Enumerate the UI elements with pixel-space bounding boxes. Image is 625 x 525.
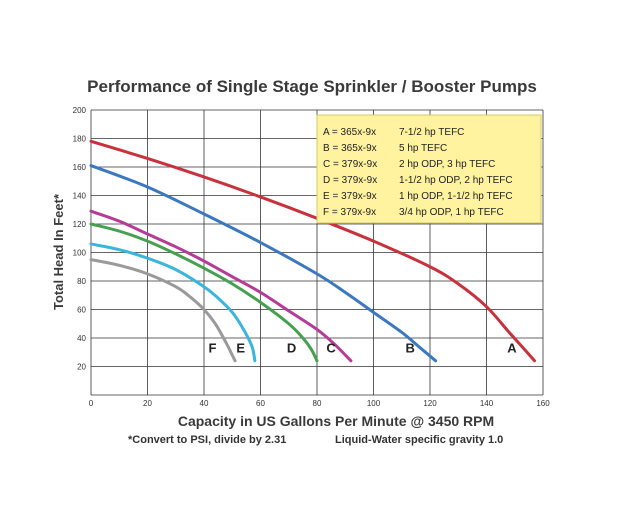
curve-label-b: B (406, 340, 415, 355)
legend-box (316, 114, 542, 224)
x-tick-label: 100 (367, 399, 381, 408)
y-tick-label: 180 (73, 135, 87, 144)
curve-e (89, 242, 257, 363)
x-tick-label: 120 (423, 399, 437, 408)
chart-legend: A = 365x-9x 7-1/2 hp TEFC B = 365x-9x 5 hp … (316, 114, 542, 224)
x-tick-label: 140 (480, 399, 494, 408)
y-tick-label: 140 (73, 192, 87, 201)
x-tick-label: 40 (200, 399, 209, 408)
curve-a (89, 139, 537, 363)
specific-gravity-note: Liquid-Water specific gravity 1.0 (335, 434, 503, 446)
y-tick-label: 80 (77, 277, 86, 286)
x-axis-ticks: 0 20 40 60 80 100 120 140 160 (89, 399, 550, 408)
legend-rating-a: 7-1/2 hp TEFC (399, 127, 464, 138)
curve-b (89, 164, 438, 363)
curve-label-c: C (326, 340, 336, 355)
x-axis-label: Capacity in US Gallons Per Minute @ 3450… (178, 413, 494, 429)
y-tick-label: 40 (77, 334, 86, 343)
legend-rating-b: 5 hp TEFC (399, 143, 447, 154)
legend-model-d: D = 379x-9x (323, 175, 377, 186)
legend-model-b: B = 365x-9x (323, 143, 377, 154)
curve-d (89, 222, 319, 363)
psi-conversion-note: *Convert to PSI, divide by 2.31 (128, 434, 286, 446)
pump-curves (89, 139, 537, 363)
legend-rating-c: 2 hp ODP, 3 hp TEFC (399, 159, 495, 170)
x-tick-label: 80 (313, 399, 322, 408)
curve-labels: A B C D E F (208, 340, 517, 355)
y-axis-label: Total Head In Feet* (51, 193, 66, 310)
curve-label-e: E (236, 340, 245, 355)
curve-label-a: A (507, 340, 517, 355)
y-tick-label: 200 (73, 106, 87, 115)
y-tick-label: 60 (77, 306, 86, 315)
legend-rating-d: 1-1/2 hp ODP, 2 hp TEFC (399, 175, 513, 186)
legend-model-c: C = 379x-9x (323, 159, 377, 170)
curve-label-f: F (208, 340, 216, 355)
legend-rating-e: 1 hp ODP, 1-1/2 hp TEFC (399, 191, 513, 202)
x-tick-label: 20 (143, 399, 152, 408)
y-tick-label: 100 (73, 249, 87, 258)
legend-model-a: A = 365x-9x (323, 127, 376, 138)
y-axis-ticks: 20 40 60 80 100 120 140 160 180 200 (73, 106, 87, 372)
curve-f (89, 258, 237, 363)
y-tick-label: 120 (73, 220, 87, 229)
x-tick-label: 60 (256, 399, 265, 408)
x-tick-label: 0 (89, 399, 94, 408)
y-tick-label: 160 (73, 163, 87, 172)
x-tick-label: 160 (536, 399, 550, 408)
chart-title: Performance of Single Stage Sprinkler / … (87, 77, 537, 96)
curve-label-d: D (287, 340, 296, 355)
curve-c (89, 209, 353, 363)
legend-rating-f: 3/4 hp ODP, 1 hp TEFC (399, 207, 504, 218)
y-tick-label: 20 (77, 363, 86, 372)
legend-model-e: E = 379x-9x (323, 191, 377, 202)
legend-model-f: F = 379x-9x (323, 207, 376, 218)
